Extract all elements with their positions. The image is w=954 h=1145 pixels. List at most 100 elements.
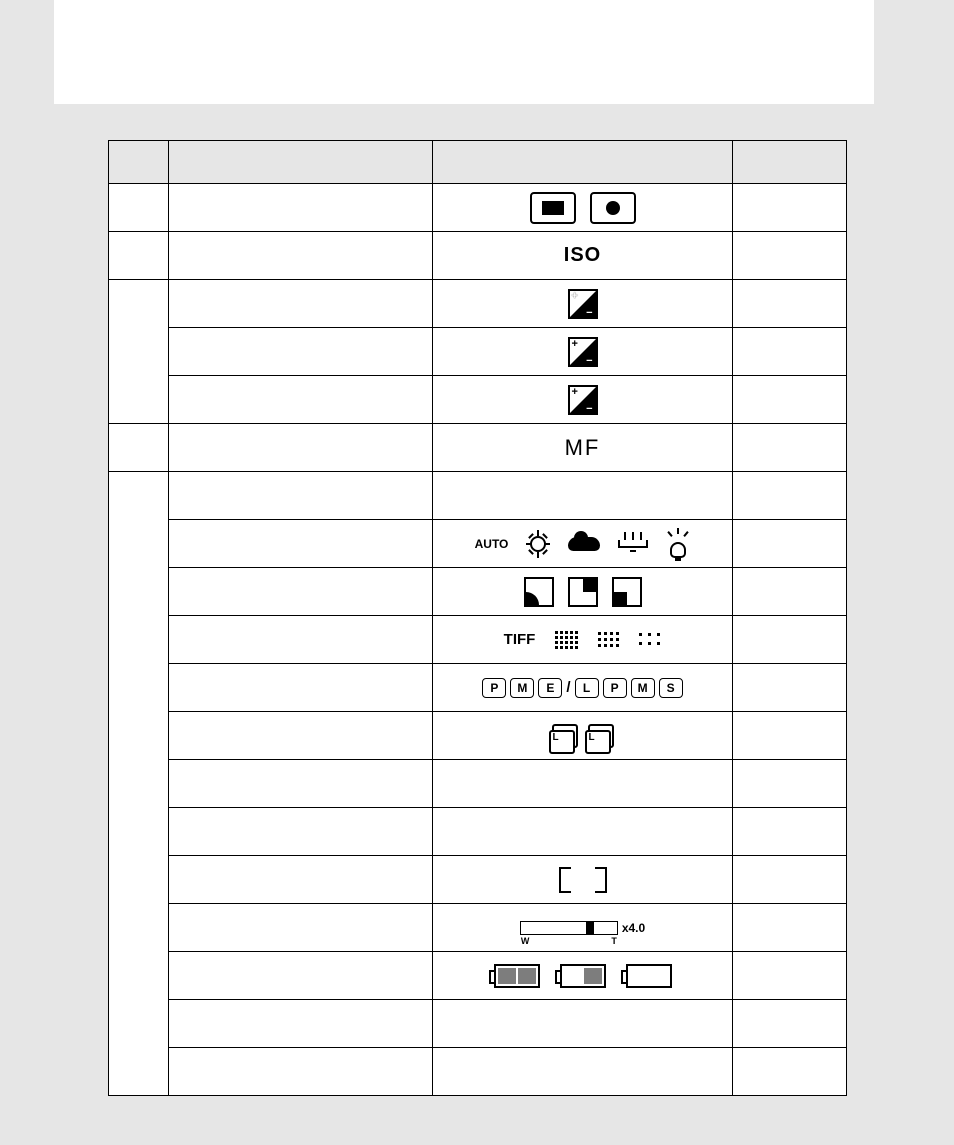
row-iso: ISO xyxy=(109,232,847,280)
cell-name xyxy=(169,568,433,616)
th-display xyxy=(433,141,733,184)
cell-display xyxy=(433,472,733,520)
card-L-2-icon: L xyxy=(588,724,614,748)
row-blank-1 xyxy=(109,472,847,520)
th-no xyxy=(109,141,169,184)
cell-no-group1 xyxy=(109,280,169,424)
zoom-marker xyxy=(586,921,594,934)
iso-label: ISO xyxy=(564,244,601,266)
row-white-balance: AUTO xyxy=(109,520,847,568)
cell-name xyxy=(169,1000,433,1048)
cell-display xyxy=(433,1000,733,1048)
cell-name xyxy=(169,856,433,904)
zoom-indicator: W T x4.0 xyxy=(520,921,645,935)
cell-ref xyxy=(733,664,847,712)
key-M: M xyxy=(510,678,534,698)
card-L-1-icon: L xyxy=(552,724,578,748)
cell-name xyxy=(169,376,433,424)
zoom-w-label: W xyxy=(521,936,530,946)
cell-no-group2 xyxy=(109,472,169,1096)
slash-separator: / xyxy=(564,679,572,696)
tiff-label: TIFF xyxy=(504,631,536,648)
cell-ref xyxy=(733,1048,847,1096)
cell-name xyxy=(169,1048,433,1096)
cell-name xyxy=(169,808,433,856)
row-metering xyxy=(109,184,847,232)
cell-name xyxy=(169,232,433,280)
cell-display xyxy=(433,760,733,808)
fluorescent-wb-icon xyxy=(618,540,648,548)
cell-name xyxy=(169,760,433,808)
zoom-bar: W T xyxy=(520,921,618,935)
cell-name xyxy=(169,280,433,328)
cell-display: W T x4.0 xyxy=(433,904,733,952)
cell-ref xyxy=(733,808,847,856)
row-photo-effect xyxy=(109,568,847,616)
cell-no xyxy=(109,232,169,280)
header-box xyxy=(54,0,874,104)
cell-display: AUTO xyxy=(433,520,733,568)
row-blank-4 xyxy=(109,1000,847,1048)
cell-ref xyxy=(733,712,847,760)
cell-no xyxy=(109,184,169,232)
cell-ref xyxy=(733,232,847,280)
cell-name xyxy=(169,520,433,568)
row-mf: MF xyxy=(109,424,847,472)
cell-display xyxy=(433,856,733,904)
row-exp-comp-1 xyxy=(109,280,847,328)
effect-1-icon xyxy=(524,577,554,607)
cell-ref xyxy=(733,520,847,568)
key-S: S xyxy=(659,678,683,698)
cell-display xyxy=(433,952,733,1000)
cell-display: MF xyxy=(433,424,733,472)
cell-display: ISO xyxy=(433,232,733,280)
cell-display xyxy=(433,376,733,424)
zoom-value: x4.0 xyxy=(622,921,645,935)
cell-name xyxy=(169,952,433,1000)
row-blank-2 xyxy=(109,760,847,808)
exposure-comp-icon xyxy=(568,337,598,367)
cell-ref xyxy=(733,328,847,376)
cell-name xyxy=(169,184,433,232)
exposure-comp-icon xyxy=(568,289,598,319)
page: ISO xyxy=(0,0,954,1145)
zoom-t-label: T xyxy=(611,936,617,946)
cell-ref xyxy=(733,856,847,904)
row-compression: PME / LPMS xyxy=(109,664,847,712)
row-exp-comp-2 xyxy=(109,328,847,376)
cell-ref xyxy=(733,616,847,664)
cell-display: PME / LPMS xyxy=(433,664,733,712)
cell-name xyxy=(169,424,433,472)
af-bracket-right-icon xyxy=(595,867,607,893)
cell-name xyxy=(169,664,433,712)
cell-name xyxy=(169,904,433,952)
cell-ref xyxy=(733,280,847,328)
keys-group-1: PME xyxy=(482,678,562,698)
effect-3-icon xyxy=(612,577,642,607)
settings-table: ISO xyxy=(108,140,847,1096)
battery-empty-icon xyxy=(626,964,672,988)
cell-ref xyxy=(733,184,847,232)
table-header-row xyxy=(109,141,847,184)
row-digital-zoom: W T x4.0 xyxy=(109,904,847,952)
battery-half-icon xyxy=(560,964,606,988)
cell-display xyxy=(433,280,733,328)
evaluative-metering-icon xyxy=(530,192,576,224)
spot-metering-icon xyxy=(590,192,636,224)
cell-ref xyxy=(733,952,847,1000)
cell-display xyxy=(433,328,733,376)
res-high-icon xyxy=(555,631,578,649)
cell-ref xyxy=(733,376,847,424)
cell-ref xyxy=(733,568,847,616)
th-ref xyxy=(733,141,847,184)
cell-display: L L xyxy=(433,712,733,760)
battery-full-icon xyxy=(494,964,540,988)
cell-display xyxy=(433,1048,733,1096)
cell-name xyxy=(169,712,433,760)
tungsten-wb-icon xyxy=(666,530,690,558)
auto-wb-icon: AUTO xyxy=(475,537,509,551)
cell-ref xyxy=(733,904,847,952)
cell-display xyxy=(433,568,733,616)
row-af-frame xyxy=(109,856,847,904)
cell-display xyxy=(433,808,733,856)
